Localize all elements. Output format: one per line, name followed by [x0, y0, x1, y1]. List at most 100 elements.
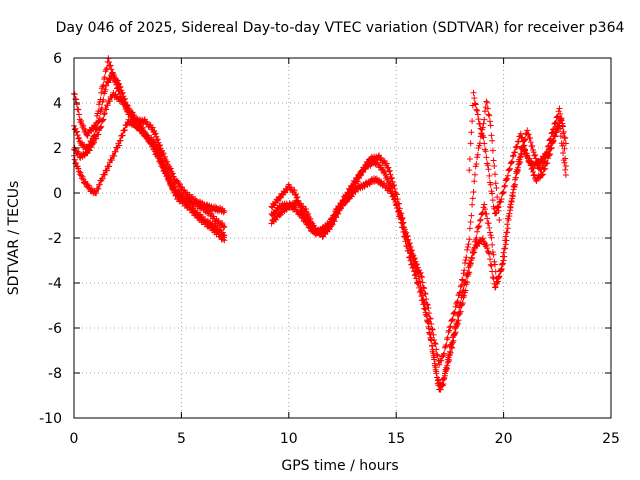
data-point — [427, 336, 434, 343]
data-point — [562, 155, 569, 162]
data-point — [418, 293, 425, 300]
data-point — [159, 161, 166, 168]
data-point — [77, 169, 84, 176]
data-point — [522, 136, 529, 143]
data-point — [471, 95, 478, 102]
data-point — [469, 201, 476, 208]
data-point — [393, 191, 400, 198]
data-point — [115, 88, 122, 95]
data-point — [491, 162, 498, 169]
data-point — [78, 117, 85, 124]
data-point — [527, 162, 534, 169]
data-point — [310, 222, 317, 229]
data-point — [539, 171, 546, 178]
data-point — [411, 268, 418, 275]
data-point — [512, 174, 519, 181]
data-point — [491, 258, 498, 265]
data-point — [457, 283, 464, 290]
data-point — [487, 232, 494, 239]
data-point — [486, 112, 493, 119]
data-point — [295, 209, 302, 216]
data-point — [489, 197, 496, 204]
data-point — [131, 112, 138, 119]
data-point — [403, 243, 410, 250]
data-point — [558, 115, 565, 122]
data-point — [527, 139, 534, 146]
y-tick-label: -2 — [48, 231, 62, 247]
data-point — [492, 284, 499, 291]
data-point — [142, 131, 149, 138]
data-point — [134, 117, 141, 124]
data-point — [86, 182, 93, 189]
data-point — [552, 120, 559, 127]
data-point — [480, 120, 487, 127]
data-point — [113, 76, 120, 83]
data-point — [299, 212, 306, 219]
data-point — [294, 208, 301, 215]
data-point — [562, 172, 569, 178]
data-point — [522, 147, 529, 154]
data-point — [521, 137, 528, 144]
data-point — [423, 311, 430, 318]
data-point — [176, 181, 183, 188]
data-point — [74, 132, 81, 139]
data-point — [509, 153, 516, 160]
data-point — [559, 120, 566, 127]
data-point — [471, 171, 478, 178]
data-point — [76, 134, 83, 141]
data-point — [385, 164, 392, 171]
data-point — [97, 124, 104, 131]
data-point — [510, 152, 517, 159]
data-point — [101, 171, 108, 178]
data-point — [300, 215, 307, 222]
data-point — [122, 101, 129, 108]
data-point — [446, 348, 453, 355]
data-point — [486, 229, 493, 236]
data-point — [84, 132, 91, 139]
data-point — [408, 261, 415, 268]
data-point — [494, 278, 501, 285]
data-point — [383, 173, 390, 180]
data-point — [389, 188, 396, 195]
data-point — [93, 135, 100, 142]
data-point — [424, 318, 431, 325]
data-point — [98, 89, 105, 96]
data-layer — [71, 55, 569, 393]
data-point — [490, 251, 497, 258]
data-point — [128, 108, 135, 115]
data-point — [75, 106, 82, 113]
data-point — [504, 225, 511, 232]
data-point — [461, 280, 468, 286]
data-point — [428, 321, 435, 327]
data-point — [504, 221, 511, 228]
data-point — [173, 177, 180, 184]
data-point — [420, 301, 427, 308]
chart-title: Day 046 of 2025, Sidereal Day-to-day VTE… — [56, 20, 625, 36]
data-point — [430, 331, 437, 338]
data-point — [449, 317, 456, 324]
data-point — [508, 199, 515, 206]
data-point — [124, 105, 131, 112]
data-point — [297, 212, 304, 219]
data-point — [489, 147, 496, 154]
data-point — [486, 250, 493, 257]
data-point — [502, 241, 509, 248]
data-point — [169, 183, 176, 190]
x-tick-label: 10 — [280, 431, 298, 447]
data-point — [527, 134, 534, 141]
data-point — [352, 188, 359, 195]
data-point — [220, 209, 227, 216]
data-point — [413, 275, 420, 282]
data-point — [387, 180, 394, 187]
data-point — [111, 153, 118, 160]
data-point — [517, 154, 524, 161]
data-point — [560, 150, 567, 156]
data-point — [117, 137, 124, 144]
data-point — [494, 194, 501, 201]
data-point — [152, 130, 159, 137]
data-point — [482, 148, 489, 155]
data-point — [102, 86, 109, 93]
data-point — [397, 214, 404, 221]
data-point — [112, 148, 119, 155]
data-point — [106, 163, 113, 170]
